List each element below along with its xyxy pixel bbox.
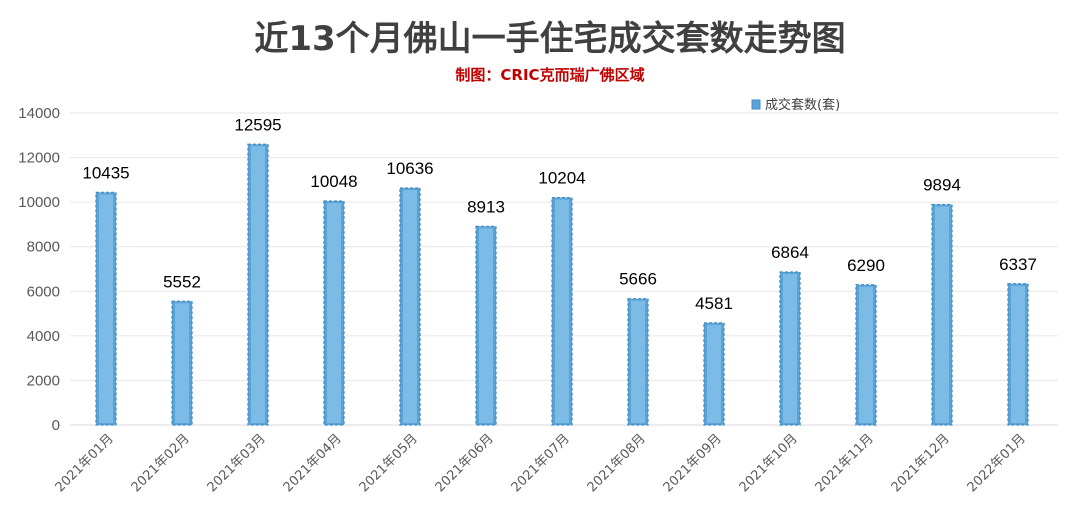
x-tick-label: 2021年05月 <box>357 431 421 495</box>
data-label: 5666 <box>619 270 657 289</box>
data-label: 6864 <box>771 243 809 262</box>
x-tick-label: 2021年07月 <box>509 431 573 495</box>
data-label: 10048 <box>310 172 357 191</box>
x-axis-ticks: 2021年01月 2021年02月 2021年03月 2021年04月 2021年05月… <box>53 431 1029 495</box>
data-label: 6337 <box>999 255 1037 274</box>
bar-highlight <box>783 274 797 423</box>
bar-highlight <box>859 286 873 423</box>
chart-title: 近13个月佛山一手住宅成交套数走势图 <box>254 19 845 59</box>
bar-highlight <box>935 206 949 423</box>
data-label: 4581 <box>695 294 733 313</box>
x-tick-label: 2021年06月 <box>433 431 497 495</box>
y-tick-label: 0 <box>52 417 60 434</box>
y-tick-label: 2000 <box>27 372 60 389</box>
bar-highlight <box>403 189 417 423</box>
y-tick-label: 4000 <box>27 328 60 345</box>
bar-highlight <box>175 303 189 423</box>
bar-highlight <box>99 194 113 423</box>
bars <box>95 143 1029 426</box>
x-tick-label: 2021年09月 <box>661 431 725 495</box>
data-label: 10636 <box>386 159 433 178</box>
x-tick-label: 2021年02月 <box>129 431 193 495</box>
data-label: 9894 <box>923 176 961 195</box>
y-tick-label: 12000 <box>18 150 60 167</box>
chart-subtitle: 制图：CRIC克而瑞广佛区域 <box>455 66 644 84</box>
bar-highlight <box>251 146 265 423</box>
legend: 成交套数(套) <box>751 97 840 113</box>
bar-highlight <box>479 228 493 423</box>
data-label: 12595 <box>234 115 281 134</box>
x-tick-label: 2021年11月 <box>813 431 877 495</box>
x-tick-label: 2021年12月 <box>889 431 953 495</box>
data-label: 10204 <box>538 169 585 188</box>
bar-highlight <box>327 203 341 423</box>
data-labels: 10435 5552 12595 10048 10636 8913 10204 5666 458… <box>82 115 1037 313</box>
legend-swatch <box>751 99 761 110</box>
x-tick-label: 2021年10月 <box>737 431 801 495</box>
data-label: 5552 <box>163 272 201 291</box>
x-tick-label: 2022年01月 <box>965 431 1029 495</box>
bar-highlight <box>707 324 721 423</box>
x-tick-label: 2021年04月 <box>281 431 345 495</box>
bar-highlight <box>631 300 645 423</box>
data-label: 6290 <box>847 256 885 275</box>
data-label: 10435 <box>82 163 129 182</box>
data-label: 8913 <box>467 197 505 216</box>
x-tick-label: 2021年08月 <box>585 431 649 495</box>
y-tick-label: 6000 <box>27 283 60 300</box>
x-tick-label: 2021年01月 <box>53 431 117 495</box>
y-axis-ticks: 0 2000 4000 6000 8000 10000 12000 14000 <box>18 105 60 434</box>
x-tick-label: 2021年03月 <box>205 431 269 495</box>
y-tick-label: 8000 <box>27 239 60 256</box>
y-tick-label: 14000 <box>18 105 60 122</box>
bar-highlight <box>555 199 569 423</box>
y-tick-label: 10000 <box>18 194 60 211</box>
legend-label: 成交套数(套) <box>765 97 840 113</box>
bar-highlight <box>1011 285 1025 423</box>
